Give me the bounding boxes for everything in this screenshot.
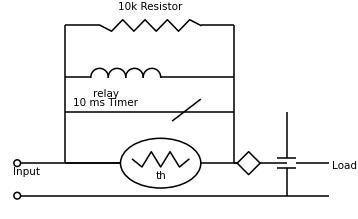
Text: Load: Load — [332, 161, 357, 171]
Text: Input: Input — [13, 167, 40, 177]
Text: th: th — [155, 171, 166, 181]
Text: 10 ms Timer: 10 ms Timer — [73, 98, 138, 108]
Text: 10k Resistor: 10k Resistor — [118, 2, 183, 12]
Text: relay: relay — [93, 88, 119, 99]
